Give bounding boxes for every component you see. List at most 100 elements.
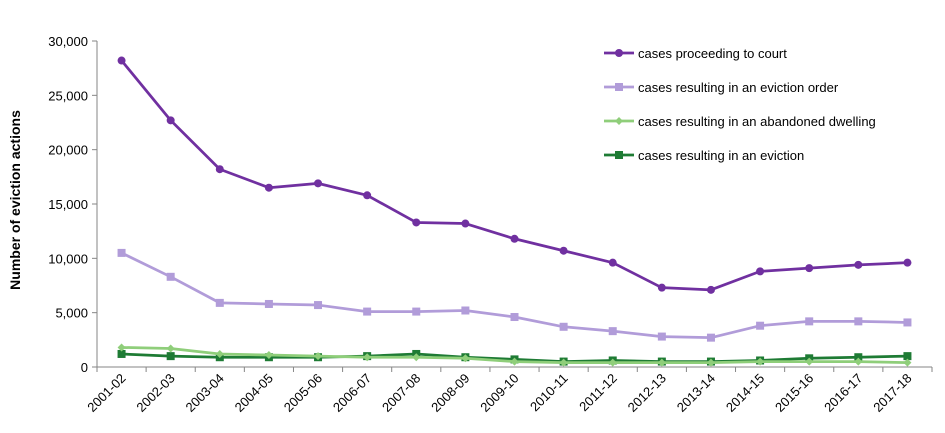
data-point [756, 357, 765, 366]
data-point [166, 116, 175, 125]
x-tick-label: 2005-06 [281, 371, 325, 415]
data-point [215, 298, 224, 307]
data-point [657, 283, 666, 292]
data-point [412, 218, 421, 227]
series-cases-proceeding-to-court [117, 56, 912, 294]
legend-item: cases resulting in an eviction order [604, 80, 839, 95]
series-group [117, 56, 912, 367]
x-tick-label: 2011-12 [576, 371, 620, 415]
data-point [756, 267, 765, 276]
x-tick-label: 2001-02 [84, 371, 128, 415]
data-point [117, 56, 126, 65]
data-point [117, 349, 126, 358]
data-point [314, 179, 323, 188]
data-point [805, 264, 814, 273]
data-point [264, 183, 273, 192]
data-point [903, 258, 912, 267]
data-point [461, 354, 470, 363]
data-point [314, 301, 323, 310]
y-ticks: 0 5,000 10,000 15,000 20,000 25,000 30,000 [48, 34, 97, 375]
x-tick-label: 2013-14 [674, 371, 718, 415]
data-point [657, 332, 666, 341]
x-tick-label: 2015-16 [772, 371, 816, 415]
series-cases-resulting-in-an-abandoned-dwelling [117, 343, 912, 367]
x-tick-label: 2008-09 [428, 371, 472, 415]
data-point [363, 353, 372, 362]
legend-marker [615, 117, 623, 125]
data-point [461, 306, 470, 315]
data-point [756, 321, 765, 330]
y-tick-label: 20,000 [48, 143, 88, 158]
data-point [559, 322, 568, 331]
data-point [854, 260, 863, 269]
data-point [510, 234, 519, 243]
x-tick-label: 2009-10 [477, 371, 521, 415]
data-point [117, 248, 126, 257]
y-tick-label: 15,000 [48, 197, 88, 212]
x-tick-label: 2010-11 [527, 371, 571, 415]
x-tick-label: 2007-08 [379, 371, 423, 415]
data-point [706, 285, 715, 294]
data-point [805, 357, 814, 366]
data-point [510, 357, 519, 366]
legend-label: cases proceeding to court [638, 46, 787, 61]
data-point [166, 344, 175, 353]
y-axis-label: Number of eviction actions [7, 110, 23, 290]
x-tick-label: 2012-13 [625, 371, 669, 415]
data-point [215, 165, 224, 174]
data-point [559, 358, 568, 367]
x-tick-label: 2002-03 [133, 371, 177, 415]
data-point [363, 307, 372, 316]
legend-item: cases resulting in an abandoned dwelling [604, 114, 876, 129]
data-point [903, 358, 912, 367]
data-point [264, 351, 273, 360]
data-point [854, 357, 863, 366]
series-cases-resulting-in-an-eviction-order [117, 248, 912, 342]
x-tick-label: 2003-04 [183, 371, 227, 415]
x-ticks: 2001-02 2002-03 2003-04 2004-05 2005-06 2006-… [84, 367, 933, 415]
legend-marker [615, 151, 623, 159]
data-point [363, 191, 372, 200]
series-line [120, 251, 908, 340]
y-tick-label: 5,000 [55, 306, 88, 321]
data-point [412, 307, 421, 316]
legend-label: cases resulting in an eviction [638, 148, 804, 163]
data-point [510, 313, 519, 322]
x-tick-label: 2006-07 [330, 371, 374, 415]
data-point [903, 318, 912, 327]
x-tick-label: 2016-17 [821, 371, 865, 415]
data-point [706, 358, 715, 367]
data-point [854, 317, 863, 326]
data-point [166, 352, 175, 361]
data-point [706, 333, 715, 342]
legend-label: cases resulting in an abandoned dwelling [638, 114, 876, 129]
data-point [805, 317, 814, 326]
data-point [608, 327, 617, 336]
legend-marker [615, 49, 623, 57]
x-tick-label: 2017-18 [870, 371, 914, 415]
data-point [461, 219, 470, 228]
data-point [608, 258, 617, 267]
data-point [314, 352, 323, 361]
x-tick-label: 2014-15 [723, 371, 767, 415]
y-tick-label: 10,000 [48, 251, 88, 266]
data-point [657, 358, 666, 367]
data-point [854, 353, 863, 362]
legend-marker [615, 83, 623, 91]
data-point [608, 358, 617, 367]
legend-item: cases proceeding to court [604, 46, 787, 61]
legend-label: cases resulting in an eviction order [638, 80, 839, 95]
y-tick-label: 30,000 [48, 34, 88, 49]
legend-item: cases resulting in an eviction [604, 148, 804, 163]
data-point [264, 299, 273, 308]
data-point [215, 349, 224, 358]
data-point [559, 246, 568, 255]
data-point [903, 352, 912, 361]
data-point [117, 343, 126, 352]
x-tick-label: 2004-05 [232, 371, 276, 415]
legend: cases proceeding to court cases resulting… [604, 46, 876, 163]
data-point [166, 272, 175, 281]
y-tick-label: 25,000 [48, 88, 88, 103]
data-point [412, 353, 421, 362]
